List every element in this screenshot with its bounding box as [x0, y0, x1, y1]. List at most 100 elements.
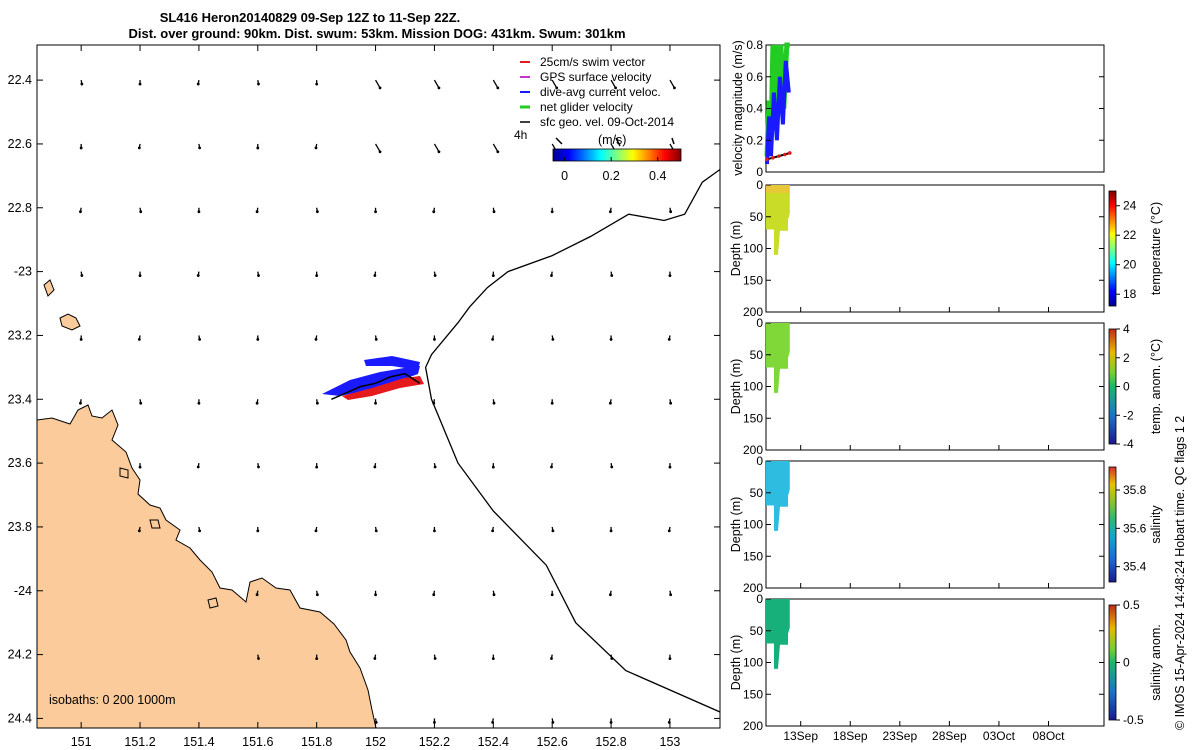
- current-arrow-head: [669, 210, 673, 214]
- depth-axes-frame: [765, 460, 1105, 589]
- current-arrow-head: [315, 401, 319, 405]
- current-arrow-head: [139, 210, 143, 214]
- colorbar-label: temp. anom. (°C): [1149, 339, 1163, 434]
- current-arrow: [433, 79, 440, 89]
- depth-ytick-label: 0: [756, 316, 763, 330]
- current-arrow-head: [608, 593, 612, 597]
- map-xtick-label: 153: [660, 735, 681, 749]
- depth-ytick-label: 150: [743, 549, 763, 563]
- swim-vector-patch: [342, 376, 424, 400]
- current-arrow-head: [196, 82, 200, 86]
- current-arrow-head: [668, 274, 672, 278]
- map-xtick-label: 152: [365, 735, 386, 749]
- current-arrow-head: [673, 86, 676, 90]
- map-ytick-label: 23.4: [8, 392, 32, 406]
- depth-ytick-label: 200: [743, 305, 763, 319]
- current-arrow-head: [669, 401, 673, 405]
- current-arrow-head: [667, 529, 671, 533]
- current-arrow-head: [374, 401, 377, 405]
- legend-label-swim: 25cm/s swim vector: [540, 55, 645, 69]
- current-arrow-head: [550, 593, 554, 597]
- colorbar-tick-label: 35.8: [1123, 483, 1147, 497]
- colorbar-tick-label: 35.4: [1123, 560, 1147, 574]
- map-axes-frame: [36, 44, 721, 729]
- current-arrow-head: [432, 210, 436, 214]
- current-arrow: [492, 143, 499, 153]
- map-xtick-label: 152.4: [478, 735, 509, 749]
- current-arrow-head: [257, 465, 260, 469]
- current-arrow-head: [614, 86, 617, 90]
- current-arrow-head: [492, 401, 496, 405]
- colorbar-tick-label: 0: [1123, 656, 1130, 670]
- current-arrow-head: [378, 86, 382, 90]
- current-arrow-head: [491, 657, 495, 660]
- colorbar-tick-label: 0.5: [1123, 598, 1140, 612]
- depth-ytick-label: 50: [750, 486, 764, 500]
- current-arrow: [610, 79, 617, 89]
- current-arrow-head: [668, 657, 672, 660]
- current-arrow-head: [551, 529, 555, 533]
- figure-title-line2: Dist. over ground: 90km. Dist. swum: 53k…: [128, 26, 625, 41]
- colorbar-tick-label: 22: [1123, 228, 1137, 242]
- current-arrow: [551, 79, 558, 89]
- map-ytick-label: 22.8: [8, 201, 32, 215]
- depth-ytick-label: 0: [756, 592, 763, 606]
- current-arrow-head: [137, 146, 141, 150]
- depth-ytick-label: 0: [756, 178, 763, 192]
- depth-ytick-label: 50: [750, 624, 764, 638]
- depth-ylabel: Depth (m): [729, 221, 743, 277]
- current-arrow-head: [196, 465, 200, 469]
- time-xtick-label: 13Sep: [783, 729, 818, 743]
- legend-item-dive: dive-avg current veloc.: [520, 85, 661, 99]
- depth-heatmap-cells: [766, 185, 790, 255]
- depth-ytick-label: 150: [743, 411, 763, 425]
- map-xtick-label: 151: [71, 735, 92, 749]
- current-arrow-head: [196, 274, 200, 277]
- depth-panel-salinity: 0 50 100 150 200 Depth (m) 35.8 35.6 35.4 salinit…: [729, 454, 1163, 595]
- velocity-ytick-label: 0.4: [746, 102, 763, 116]
- map-cbar-tick-label: 0: [561, 169, 568, 183]
- depth-ytick-label: 200: [743, 719, 763, 733]
- depth-ytick-label: 200: [743, 581, 763, 595]
- current-arrow-head: [550, 401, 554, 405]
- velocity-ytick-label: 0: [756, 165, 763, 179]
- depth-ytick-label: 50: [750, 210, 764, 224]
- figure-title-line1: SL416 Heron20140829 09-Sep 12Z to 11-Sep…: [160, 10, 461, 25]
- current-arrow-head: [610, 274, 614, 277]
- colorbar-tick-label: -2: [1123, 408, 1134, 422]
- current-arrow-head: [256, 338, 260, 341]
- current-arrow-head: [551, 337, 555, 341]
- colorbar-tick-label: -4: [1123, 437, 1134, 451]
- current-arrow-head: [80, 274, 84, 277]
- depth-ytick-label: 100: [743, 656, 763, 670]
- isobaths-label: isobaths: 0 200 1000m: [49, 693, 175, 707]
- current-arrow-head: [433, 338, 436, 341]
- current-arrow-head: [437, 86, 441, 90]
- current-arrow-head: [491, 465, 495, 469]
- current-arrow-head: [491, 337, 495, 341]
- velocity-ylabel: velocity magnitude (m/s): [731, 40, 745, 175]
- current-arrow-head: [315, 210, 319, 214]
- current-arrow-head: [496, 86, 500, 90]
- velocity-series: [764, 42, 792, 165]
- depth-ytick-label: 150: [743, 687, 763, 701]
- map-legend: 25cm/s swim vector GPS surface velocity …: [514, 55, 682, 183]
- colorbar-tick-label: -0.5: [1123, 713, 1144, 727]
- current-arrow-head: [433, 465, 437, 469]
- current-arrow-head: [255, 210, 259, 214]
- map-xtick-label: 151.2: [124, 735, 155, 749]
- depth-colorbar: [1108, 190, 1117, 307]
- current-arrow-head: [197, 401, 201, 405]
- depth-axes-frame: [765, 184, 1105, 313]
- depth-ytick-label: 100: [743, 380, 763, 394]
- current-arrow-head: [378, 150, 382, 154]
- current-arrow-head: [198, 529, 202, 533]
- depth-ytick-label: 50: [750, 348, 764, 362]
- depth-ylabel: Depth (m): [729, 359, 743, 415]
- depth-ytick-label: 100: [743, 518, 763, 532]
- map-ytick-label: 23.8: [8, 520, 32, 534]
- current-arrow-head: [667, 337, 671, 341]
- current-arrow-head: [373, 465, 377, 469]
